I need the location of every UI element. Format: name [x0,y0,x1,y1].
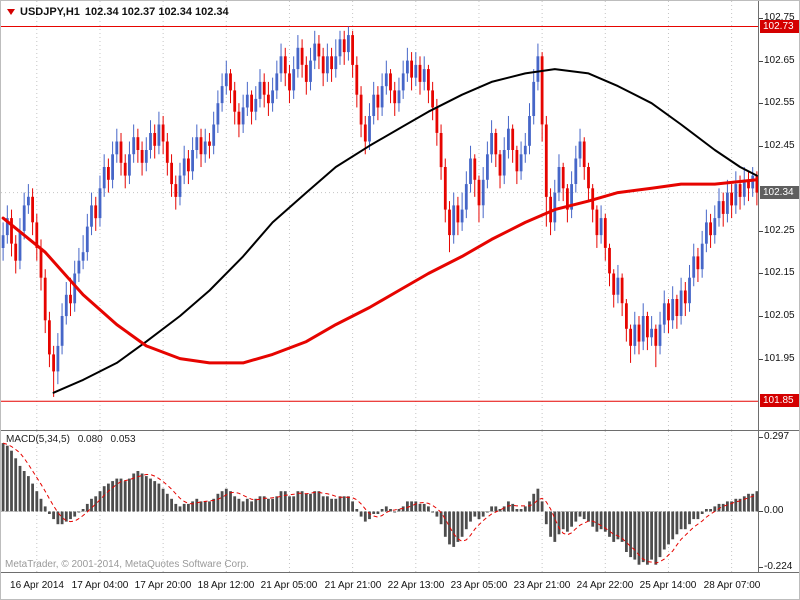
axis-tick-label: 102.55 [764,97,795,108]
watermark-text: MetaTrader, © 2001-2014, MetaQuotes Soft… [5,559,249,570]
axis-tick-mark [759,231,763,232]
price-level-badge: 102.73 [760,20,799,33]
axis-tick-label: 102.65 [764,55,795,66]
current-price-badge: 102.34 [760,186,799,199]
time-axis-label: 17 Apr 04:00 [71,580,129,591]
chart-quote-line: 102.34 102.37 102.34 102.34 [84,6,229,18]
time-axis-label: 22 Apr 13:00 [387,580,445,591]
macd-axis[interactable]: 0.297 0.00 -0.224 [759,431,799,573]
pane-separator[interactable] [1,430,799,431]
price-axis[interactable]: 102.75 102.65 102.55 102.45 102.25 102.15 102.… [759,1,799,431]
chart-title: USDJPY,H1 102.34 102.37 102.34 102.34 [7,6,229,18]
time-axis-label: 16 Apr 2014 [10,580,64,591]
time-axis-label: 28 Apr 07:00 [703,580,761,591]
axis-tick-label: 102.05 [764,310,795,321]
axis-tick-label: 102.15 [764,267,795,278]
time-axis-label: 24 Apr 22:00 [576,580,634,591]
axis-tick-label: 102.75 [764,12,795,23]
pane-separator[interactable] [1,572,799,573]
time-axis-label: 17 Apr 20:00 [134,580,192,591]
axis-separator-line [758,1,759,572]
macd-value-signal: 0.053 [110,434,136,445]
price-level-badge: 101.85 [760,394,799,407]
axis-tick-mark [759,103,763,104]
axis-tick-mark [759,316,763,317]
time-axis-label: 18 Apr 12:00 [197,580,255,591]
chart-symbol-period: USDJPY,H1 [20,6,80,18]
axis-tick-mark [759,61,763,62]
axis-tick-mark [759,359,763,360]
axis-tick-mark [759,18,763,19]
axis-tick-mark [759,437,763,438]
axis-tick-mark [759,273,763,274]
symbol-marker-icon [7,9,15,15]
time-axis-label: 25 Apr 14:00 [639,580,697,591]
axis-tick-label: 101.95 [764,353,795,364]
axis-tick-mark [759,146,763,147]
axis-tick-label: 0.297 [764,431,790,442]
axis-tick-label: 102.45 [764,140,795,151]
macd-indicator-label: MACD(5,34,5) 0.080 0.053 [6,434,141,445]
axis-tick-label: 0.00 [764,505,784,516]
time-axis-label: 23 Apr 21:00 [513,580,571,591]
axis-tick-label: 102.25 [764,225,795,236]
axis-tick-mark [759,567,763,568]
macd-name: MACD(5,34,5) [6,434,70,445]
macd-value-main: 0.080 [77,434,103,445]
macd-pane[interactable]: MACD(5,34,5) 0.080 0.053 MetaTrader, © 2… [1,431,759,573]
time-axis-label: 21 Apr 21:00 [324,580,382,591]
axis-tick-mark [759,511,763,512]
price-chart-canvas [1,1,759,431]
macd-chart-canvas [1,431,759,573]
axis-tick-label: -0.224 [764,561,793,572]
time-axis-label: 21 Apr 05:00 [260,580,318,591]
price-pane[interactable]: USDJPY,H1 102.34 102.37 102.34 102.34 [1,1,759,431]
time-axis-label: 23 Apr 05:00 [450,580,508,591]
time-axis[interactable]: 16 Apr 2014 17 Apr 04:00 17 Apr 20:00 18 Ap… [1,573,799,599]
